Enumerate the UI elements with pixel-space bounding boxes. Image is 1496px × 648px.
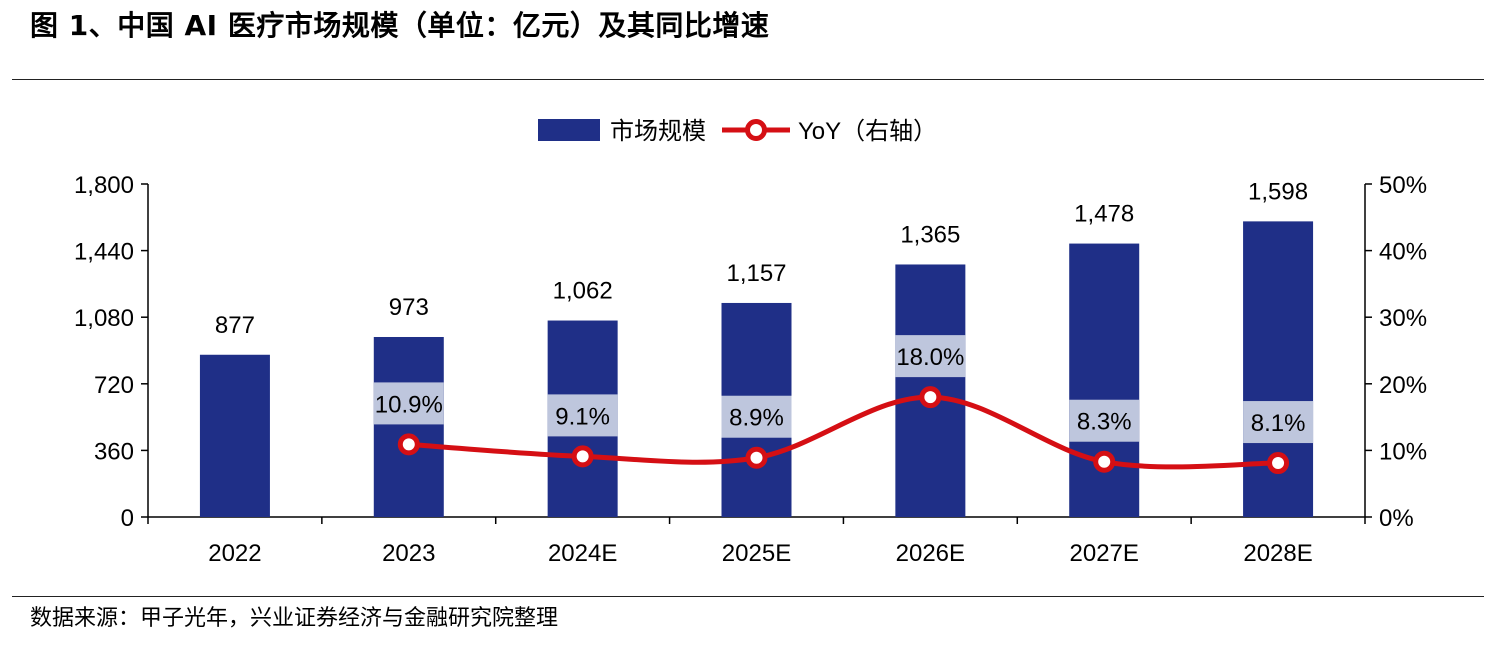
legend-swatch-bars (538, 119, 600, 141)
bar-data-label: 1,365 (900, 221, 960, 248)
yoy-line (408, 394, 1279, 470)
source-note: 数据来源：甲子光年，兴业证券经济与金融研究院整理 (30, 606, 559, 631)
legend-label-line: YoY（右轴） (798, 118, 937, 145)
left-tick-label: 1,080 (74, 305, 134, 332)
yoy-label-box (721, 395, 792, 438)
bar-data-label: 1,157 (726, 260, 786, 287)
left-tick-label: 1,800 (74, 172, 134, 199)
figure-title: 图 1、中国 AI 医疗市场规模（单位：亿元）及其同比增速 (30, 9, 770, 42)
yoy-data-label: 8.9% (729, 405, 784, 432)
right-tick-label: 20% (1379, 372, 1427, 399)
bar-data-label: 1,478 (1074, 201, 1134, 228)
right-tick-label: 10% (1379, 438, 1427, 465)
yoy-data-label: 10.9% (375, 391, 443, 418)
bottom-divider (12, 596, 1484, 597)
right-tick-label: 40% (1379, 239, 1427, 266)
yoy-label-box (547, 394, 618, 437)
x-tick-label: 2028E (1243, 540, 1312, 567)
yoy-point (571, 445, 594, 468)
yoy-line-series (397, 386, 1290, 475)
x-tick-label: 2025E (722, 540, 791, 567)
x-tick-label: 2024E (548, 540, 617, 567)
legend-swatch-point (745, 119, 767, 141)
yoy-point (1093, 450, 1116, 473)
top-divider (12, 79, 1484, 80)
yoy-label-box (373, 382, 444, 425)
data-labels: 10.9% 9.1% 8.9% 18.0% 8.3% 8.1% 877 973 1,062 1,1… (215, 178, 1308, 437)
yoy-point (397, 433, 420, 456)
yoy-label-box (1243, 401, 1314, 444)
yoy-point (745, 446, 768, 469)
bar-data-label: 1,598 (1248, 178, 1308, 205)
left-tick-label: 720 (94, 372, 134, 399)
legend-label-bars: 市场规模 (610, 118, 706, 145)
left-tick-label: 1,440 (74, 239, 134, 266)
bar (1069, 243, 1140, 517)
yoy-point (1267, 452, 1290, 475)
right-tick-label: 50% (1379, 172, 1427, 199)
bar-data-label: 877 (215, 312, 255, 339)
yoy-data-label: 18.0% (896, 344, 964, 371)
axes: 0 360 720 1,080 1,440 1,800 0% 10% 20% 30% 40% 50% 2… (74, 172, 1427, 567)
x-tick-label: 2027E (1070, 540, 1139, 567)
legend: 市场规模 YoY（右轴） (538, 118, 937, 145)
yoy-point (919, 386, 942, 409)
right-tick-label: 0% (1379, 505, 1414, 532)
yoy-label-boxes (373, 335, 1314, 444)
yoy-data-label: 9.1% (555, 403, 610, 430)
left-tick-label: 0 (121, 505, 134, 532)
bar (199, 354, 270, 517)
bar-data-label: 1,062 (553, 278, 613, 305)
yoy-data-label: 8.3% (1077, 409, 1132, 436)
bar-data-label: 973 (389, 294, 429, 321)
yoy-data-label: 8.1% (1251, 410, 1306, 437)
x-tick-label: 2022 (208, 540, 261, 567)
bar (373, 336, 444, 517)
yoy-label-box (1069, 399, 1140, 442)
left-tick-label: 360 (94, 438, 134, 465)
yoy-label-box (895, 335, 966, 378)
x-tick-label: 2023 (382, 540, 435, 567)
x-tick-label: 2026E (896, 540, 965, 567)
right-tick-label: 30% (1379, 305, 1427, 332)
